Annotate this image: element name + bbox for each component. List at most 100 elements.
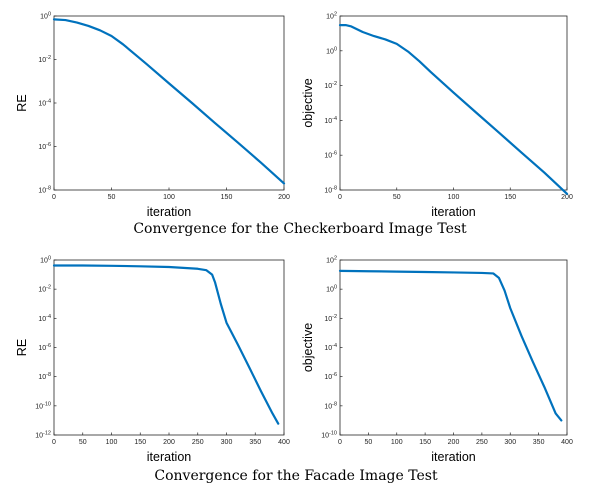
plot-frame bbox=[339, 15, 568, 191]
y-tick-label: 102 bbox=[326, 12, 337, 21]
series-line bbox=[52, 18, 286, 185]
x-tick-label: 100 bbox=[106, 439, 118, 446]
y-axis-label: objective bbox=[301, 323, 315, 372]
y-tick-label: 10-6 bbox=[324, 372, 337, 381]
y-tick-base: 10 bbox=[324, 188, 332, 195]
y-tick-base: 10 bbox=[324, 153, 332, 160]
x-tick-label: 50 bbox=[79, 439, 87, 446]
y-tick-exponent: -8 bbox=[332, 401, 337, 407]
y-tick-label: 10-10 bbox=[321, 431, 337, 440]
y-tick-base: 10 bbox=[38, 287, 46, 294]
x-axis-label: iteration bbox=[147, 205, 192, 219]
y-tick-exponent: -2 bbox=[332, 314, 337, 320]
chart-panel-1: 0 50 100 150 20010010-210-410-610-8iteration… bbox=[15, 12, 290, 220]
y-tick-label: 10-4 bbox=[324, 343, 337, 352]
y-tick-label: 10-4 bbox=[324, 116, 337, 125]
x-tick-label: 50 bbox=[393, 194, 401, 201]
y-tick-label: 10-8 bbox=[38, 186, 51, 195]
figure-caption: Convergence for the Checkerboard Image T… bbox=[133, 221, 467, 237]
y-tick-base: 10 bbox=[38, 57, 46, 64]
y-tick-exponent: 2 bbox=[334, 12, 337, 18]
x-tick-label: 0 bbox=[338, 194, 342, 201]
y-tick-base: 10 bbox=[38, 101, 46, 108]
x-axis-label: iteration bbox=[147, 450, 192, 464]
plot-frame bbox=[53, 15, 285, 191]
y-tick-base: 10 bbox=[326, 287, 334, 294]
y-tick-base: 10 bbox=[38, 374, 46, 381]
y-tick-exponent: -2 bbox=[46, 285, 51, 291]
x-axis-label: iteration bbox=[431, 450, 476, 464]
y-tick-base: 10 bbox=[40, 14, 48, 21]
y-tick-exponent: -6 bbox=[46, 142, 51, 148]
x-tick-label: 0 bbox=[52, 439, 56, 446]
x-tick-label: 300 bbox=[504, 439, 516, 446]
y-axis-label: RE bbox=[15, 339, 29, 356]
y-tick-base: 10 bbox=[324, 345, 332, 352]
y-tick-exponent: -6 bbox=[332, 151, 337, 157]
x-tick-label: 150 bbox=[419, 439, 431, 446]
y-tick-base: 10 bbox=[326, 14, 334, 21]
y-tick-label: 10-4 bbox=[38, 314, 51, 323]
x-tick-label: 200 bbox=[448, 439, 460, 446]
x-tick-label: 150 bbox=[134, 439, 146, 446]
y-tick-exponent: -8 bbox=[46, 372, 51, 378]
x-tick-label: 200 bbox=[163, 439, 175, 446]
x-tick-label: 250 bbox=[476, 439, 488, 446]
y-tick-label: 10-8 bbox=[324, 401, 337, 410]
y-tick-base: 10 bbox=[324, 316, 332, 323]
x-tick-label: 150 bbox=[504, 194, 516, 201]
y-tick-base: 10 bbox=[35, 403, 43, 410]
y-tick-exponent: 0 bbox=[48, 12, 51, 18]
y-tick-base: 10 bbox=[324, 374, 332, 381]
figure-caption: Convergence for the Facade Image Test bbox=[154, 468, 438, 484]
y-tick-exponent: -8 bbox=[46, 186, 51, 192]
y-tick-label: 10-6 bbox=[324, 151, 337, 160]
y-tick-exponent: -10 bbox=[329, 431, 337, 437]
x-tick-label: 100 bbox=[448, 194, 460, 201]
y-tick-base: 10 bbox=[321, 433, 329, 440]
y-tick-label: 100 bbox=[326, 46, 337, 55]
y-tick-label: 10-8 bbox=[324, 186, 337, 195]
y-tick-base: 10 bbox=[35, 433, 43, 440]
y-tick-exponent: -10 bbox=[43, 401, 51, 407]
y-tick-label: 10-12 bbox=[35, 431, 51, 440]
chart-panel-4: 0 50 100 150 200 250 300 350 40010210010-210-410… bbox=[301, 256, 573, 465]
y-tick-exponent: -12 bbox=[43, 431, 51, 437]
y-tick-label: 100 bbox=[40, 256, 51, 265]
y-tick-exponent: 0 bbox=[48, 256, 51, 262]
series-line bbox=[52, 264, 280, 425]
y-tick-base: 10 bbox=[324, 118, 332, 125]
y-tick-label: 10-4 bbox=[38, 99, 51, 108]
y-axis-label: objective bbox=[301, 78, 315, 127]
y-tick-exponent: -8 bbox=[332, 186, 337, 192]
y-tick-label: 10-2 bbox=[324, 81, 337, 90]
x-tick-label: 350 bbox=[249, 439, 261, 446]
series-line bbox=[338, 24, 569, 195]
x-tick-label: 250 bbox=[192, 439, 204, 446]
y-tick-label: 10-2 bbox=[38, 55, 51, 64]
y-tick-base: 10 bbox=[40, 258, 48, 265]
y-tick-base: 10 bbox=[38, 345, 46, 352]
y-tick-exponent: -2 bbox=[46, 55, 51, 61]
y-tick-label: 10-10 bbox=[35, 401, 51, 410]
y-tick-exponent: 2 bbox=[334, 256, 337, 262]
y-tick-exponent: -4 bbox=[46, 314, 51, 320]
y-tick-label: 10-8 bbox=[38, 372, 51, 381]
y-tick-base: 10 bbox=[324, 83, 332, 90]
y-tick-exponent: -4 bbox=[332, 116, 337, 122]
x-tick-label: 50 bbox=[364, 439, 372, 446]
y-tick-label: 100 bbox=[40, 12, 51, 21]
y-tick-base: 10 bbox=[324, 403, 332, 410]
x-tick-label: 100 bbox=[163, 194, 175, 201]
x-tick-label: 350 bbox=[533, 439, 545, 446]
y-tick-base: 10 bbox=[38, 316, 46, 323]
x-tick-label: 200 bbox=[561, 194, 573, 201]
x-tick-label: 0 bbox=[52, 194, 56, 201]
y-tick-label: 10-6 bbox=[38, 142, 51, 151]
x-tick-label: 400 bbox=[278, 439, 290, 446]
y-tick-exponent: -2 bbox=[332, 81, 337, 87]
y-tick-exponent: -4 bbox=[332, 343, 337, 349]
x-tick-label: 150 bbox=[221, 194, 233, 201]
y-tick-exponent: 0 bbox=[334, 285, 337, 291]
